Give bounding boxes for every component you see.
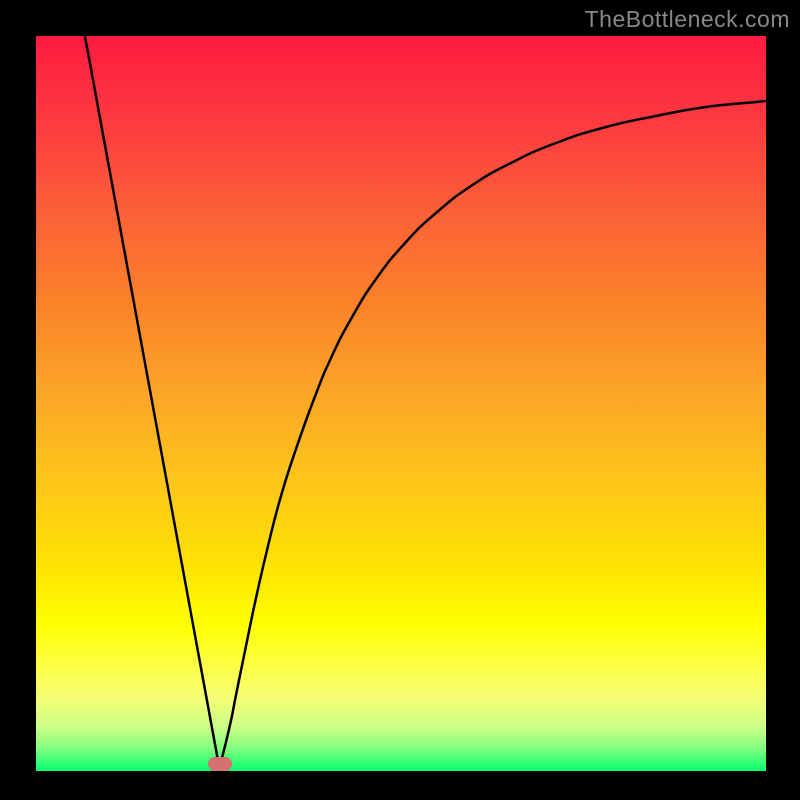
watermark-text: TheBottleneck.com [585, 6, 790, 33]
plot-area [36, 36, 766, 771]
bottleneck-curve [36, 36, 766, 771]
minimum-marker [208, 757, 232, 771]
